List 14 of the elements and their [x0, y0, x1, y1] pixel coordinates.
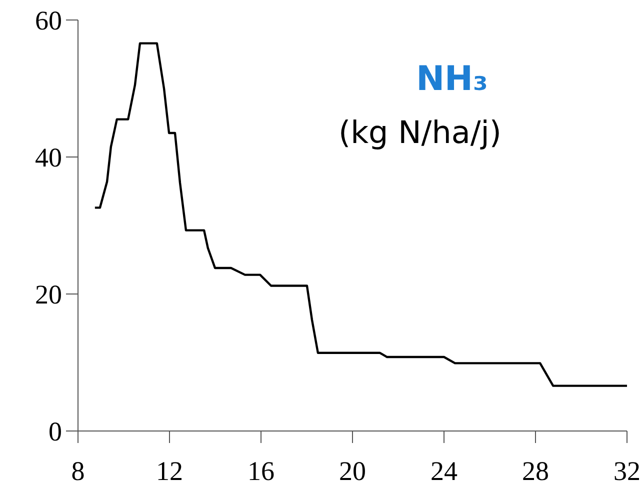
y-tick-label: 20 — [35, 279, 62, 310]
text: (kg N/ha/j) — [338, 115, 502, 151]
y-tick-label: 40 — [35, 142, 62, 172]
x-tick-label: 12 — [156, 456, 183, 486]
x-tick-label: 8 — [71, 456, 85, 486]
text: NH₃ — [416, 59, 488, 99]
x-tick-label: 24 — [430, 456, 458, 486]
y-tick-label: 0 — [48, 416, 62, 446]
y-tick-label: 60 — [35, 5, 62, 36]
x-tick-label: 28 — [522, 456, 549, 486]
x-tick-label: 32 — [614, 456, 640, 486]
line-series — [94, 42, 628, 387]
x-tick-label: 20 — [339, 456, 366, 486]
x-tick-label: 16 — [248, 456, 274, 486]
